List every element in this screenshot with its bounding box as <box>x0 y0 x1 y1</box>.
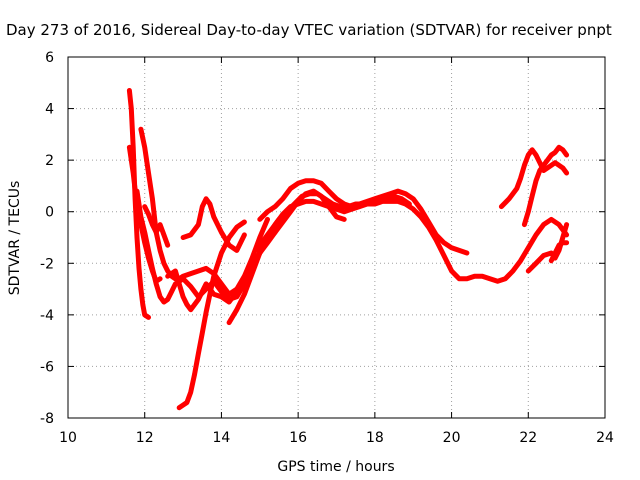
grid <box>68 57 605 418</box>
x-tick-label: 14 <box>213 430 231 446</box>
x-tick-label: 22 <box>519 430 537 446</box>
y-tick-label: 2 <box>45 153 54 169</box>
y-tick-label: 4 <box>45 102 54 118</box>
y-tick-label: -6 <box>40 359 54 375</box>
y-tick-label: 0 <box>45 205 54 221</box>
data-series <box>126 88 570 411</box>
series-track-5 <box>142 204 171 248</box>
x-tick-label: 18 <box>366 430 384 446</box>
chart-title: Day 273 of 2016, Sidereal Day-to-day VTE… <box>6 21 612 39</box>
y-axis-label: SDTVAR / TECUs <box>7 181 23 296</box>
series-track-12 <box>249 188 347 266</box>
y-tick-label: -8 <box>40 411 54 427</box>
series-track-11 <box>253 191 412 253</box>
series-track-8 <box>176 219 247 411</box>
x-tick-label: 12 <box>136 430 154 446</box>
y-tick-label: -2 <box>40 256 54 272</box>
series-track-15 <box>525 222 570 274</box>
series-track-7 <box>180 196 247 253</box>
series-track-16 <box>548 240 570 264</box>
series-track-1 <box>126 88 151 320</box>
x-tick-label: 24 <box>596 430 614 446</box>
y-tick-label: 6 <box>45 50 54 66</box>
plot-frame <box>67 56 606 419</box>
x-tick-label: 20 <box>443 430 461 446</box>
x-tick-label: 16 <box>289 430 307 446</box>
x-tick-label: 10 <box>59 430 77 446</box>
series-track-14 <box>521 144 570 228</box>
series-track-13 <box>498 147 570 210</box>
series-track-4 <box>134 188 278 305</box>
series-track-3 <box>138 126 270 297</box>
x-axis-label: GPS time / hours <box>277 459 394 475</box>
series-track-6 <box>165 268 247 313</box>
y-tick-label: -4 <box>40 308 54 324</box>
